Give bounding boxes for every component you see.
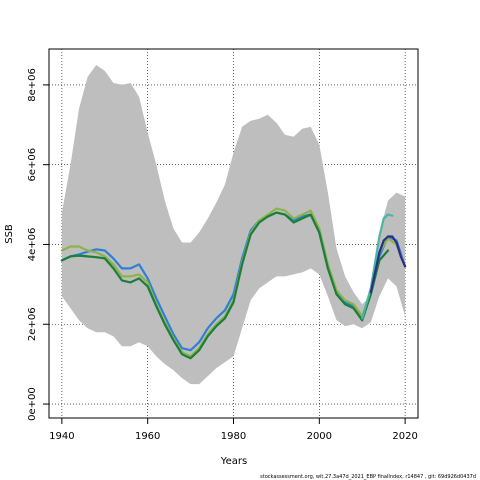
- series-line-4: [361, 213, 394, 320]
- x-tick-label: 1940: [49, 431, 74, 442]
- y-axis-title: SSB: [4, 224, 15, 244]
- x-tick-label: 1960: [135, 431, 160, 442]
- y-tick-label: 0e+00: [27, 387, 38, 421]
- series-line-5: [369, 235, 407, 294]
- x-tick-label: 2020: [392, 431, 417, 442]
- y-tick-label: 6e+06: [27, 148, 38, 182]
- y-tick-label: 2e+06: [27, 307, 38, 341]
- ci-band: [61, 65, 406, 385]
- x-axis-title: Years: [220, 456, 247, 467]
- y-tick-label: 8e+06: [27, 68, 38, 102]
- footer-note: stockassessment.org, wit.27.3a47d_2021_E…: [260, 474, 476, 480]
- x-tick-label: 1980: [221, 431, 246, 442]
- y-axis: 0e+00 2e+06 4e+06 6e+06 8e+06: [27, 68, 50, 421]
- y-tick-label: 4e+06: [27, 228, 38, 262]
- x-tick-label: 2000: [307, 431, 332, 442]
- confidence-band: [61, 65, 406, 385]
- series-lines: [60, 207, 407, 360]
- series-line-1: [60, 211, 407, 352]
- x-axis: 1940 1960 1980 2000 2020: [49, 417, 418, 442]
- series-line-3: [60, 211, 390, 360]
